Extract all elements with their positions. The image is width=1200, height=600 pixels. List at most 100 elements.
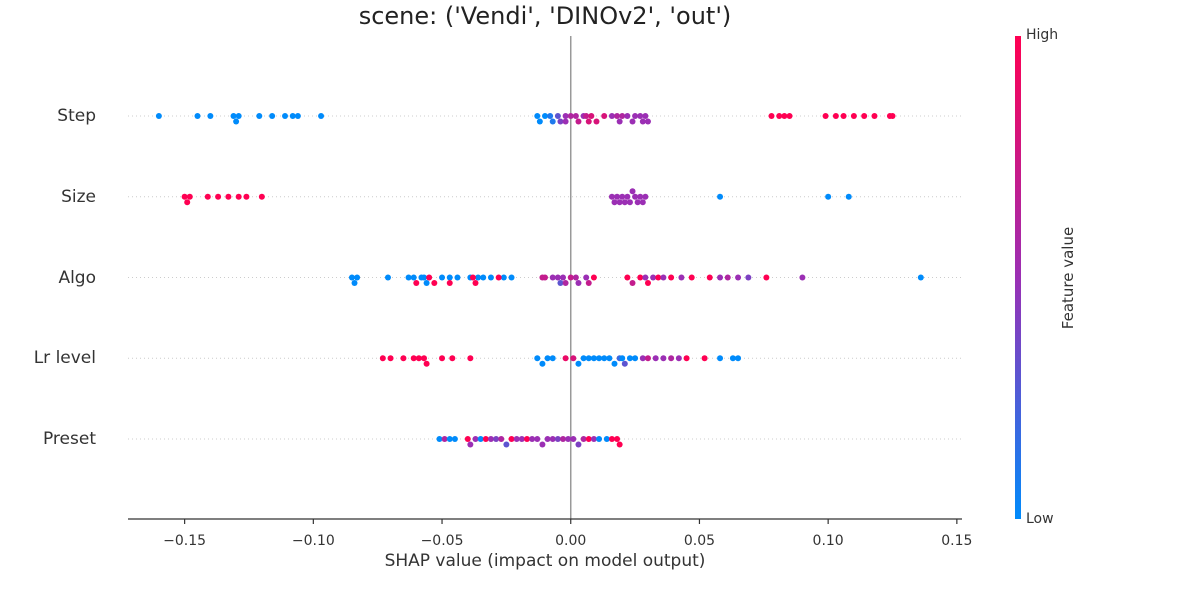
shap-point xyxy=(768,113,775,119)
shap-point xyxy=(776,113,783,119)
shap-point xyxy=(454,274,461,281)
shap-point xyxy=(446,274,453,281)
shap-point xyxy=(616,118,623,125)
chart-title: scene: ('Vendi', 'DINOv2', 'out') xyxy=(358,2,732,30)
shap-point xyxy=(585,436,592,442)
shap-point xyxy=(421,355,428,362)
shap-point xyxy=(542,274,548,281)
shap-point xyxy=(207,113,214,119)
shap-point xyxy=(585,355,592,362)
shap-point xyxy=(624,274,631,281)
shap-point xyxy=(536,118,543,125)
shap-point xyxy=(570,355,577,362)
shap-point xyxy=(235,193,242,200)
shap-point xyxy=(629,118,636,125)
shap-point xyxy=(549,355,556,362)
shap-point xyxy=(451,436,458,442)
shap-point xyxy=(413,280,420,286)
shap-point xyxy=(565,436,572,442)
shap-point xyxy=(503,441,510,448)
shap-point xyxy=(431,280,438,286)
shap-point xyxy=(832,113,839,119)
shap-point xyxy=(467,355,474,362)
shap-point xyxy=(580,355,587,362)
shap-point xyxy=(642,274,649,281)
shap-point xyxy=(508,436,515,442)
shap-point xyxy=(529,436,536,442)
shap-point xyxy=(243,193,250,200)
shap-point xyxy=(706,274,713,281)
feature-label-step: Step xyxy=(57,106,96,126)
shap-point xyxy=(639,199,646,206)
shap-point xyxy=(717,274,724,281)
shap-point xyxy=(608,436,615,442)
shap-point xyxy=(549,274,556,281)
shap-point xyxy=(554,113,561,119)
shap-point xyxy=(590,355,597,362)
shap-point xyxy=(544,436,551,442)
shap-point xyxy=(668,355,675,362)
shap-point xyxy=(639,118,646,125)
shap-point xyxy=(575,280,582,286)
shap-point xyxy=(616,199,623,206)
x-axis-label: SHAP value (impact on model output) xyxy=(384,551,706,571)
shap-point xyxy=(215,193,222,200)
shap-point xyxy=(472,280,479,286)
shap-point xyxy=(570,436,577,442)
shap-point xyxy=(588,113,595,119)
shap-point xyxy=(480,274,487,281)
shap-point xyxy=(644,355,651,362)
shap-point xyxy=(534,355,541,362)
shap-point xyxy=(626,199,633,206)
shap-point xyxy=(562,118,569,125)
shap-point xyxy=(289,113,296,119)
shap-point xyxy=(642,193,649,200)
shap-point xyxy=(590,274,597,281)
shap-point xyxy=(508,274,515,281)
shap-point xyxy=(621,360,628,367)
shap-point xyxy=(498,436,505,442)
x-tick-label: −0.10 xyxy=(292,533,335,549)
shap-point xyxy=(539,441,546,448)
shap-point xyxy=(235,113,242,119)
shap-point xyxy=(596,436,603,442)
shap-point xyxy=(642,113,649,119)
shap-point xyxy=(487,436,494,442)
shap-point xyxy=(688,274,695,281)
shap-point xyxy=(423,280,430,286)
shap-point xyxy=(678,274,685,281)
shap-point xyxy=(611,199,618,206)
shap-point xyxy=(549,436,556,442)
shap-point xyxy=(637,113,644,119)
shap-point xyxy=(439,355,446,362)
shap-point xyxy=(585,280,592,286)
shap-point xyxy=(415,355,422,362)
shap-point xyxy=(567,113,574,119)
shap-point xyxy=(256,113,263,119)
feature-label-lr-level: Lr level xyxy=(33,348,96,368)
shap-point xyxy=(194,113,201,119)
shap-point xyxy=(534,113,541,119)
shap-point xyxy=(575,118,582,125)
shap-point xyxy=(294,113,301,119)
x-tick-label: 0.10 xyxy=(813,533,844,549)
shap-point xyxy=(186,193,193,200)
shap-point xyxy=(282,113,289,119)
shap-point xyxy=(701,355,708,362)
shap-point xyxy=(639,355,646,362)
shap-point xyxy=(423,360,430,367)
shap-point xyxy=(482,436,489,442)
shap-point xyxy=(655,274,662,281)
shap-point xyxy=(560,274,567,281)
shap-point xyxy=(539,360,546,367)
shap-point xyxy=(917,274,924,281)
shap-point xyxy=(436,436,443,442)
shap-point xyxy=(632,355,639,362)
shap-point xyxy=(410,355,417,362)
colorbar-high-label: High xyxy=(1026,27,1059,43)
shap-point xyxy=(590,436,597,442)
shap-point xyxy=(572,274,579,281)
shap-point xyxy=(472,436,479,442)
shap-point xyxy=(601,113,608,119)
shap-point xyxy=(650,274,657,281)
